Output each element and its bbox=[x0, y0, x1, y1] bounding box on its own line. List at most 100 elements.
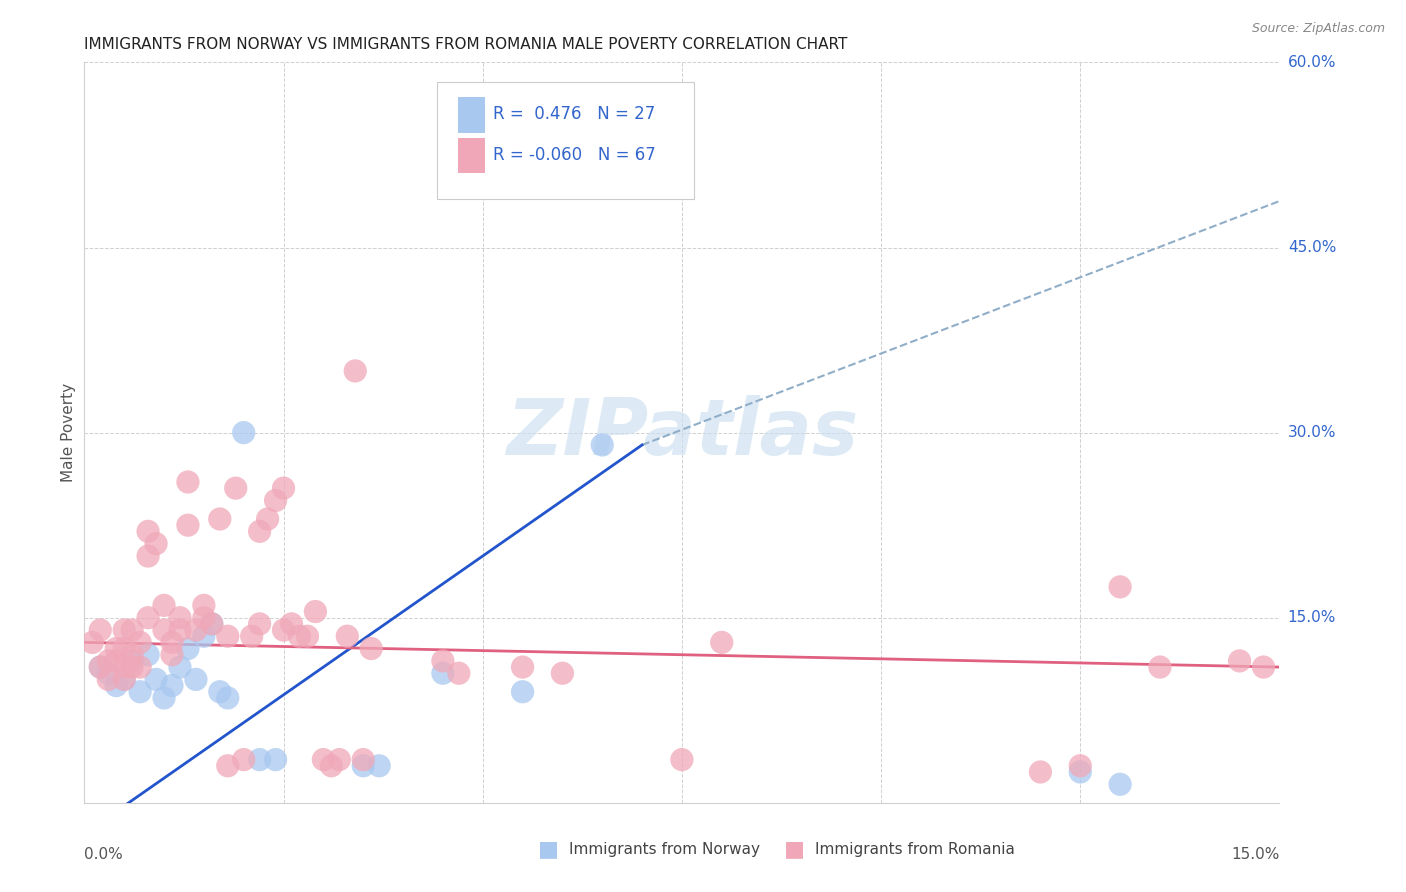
Point bbox=[328, 753, 350, 767]
Point bbox=[240, 629, 263, 643]
Point bbox=[193, 629, 215, 643]
Point bbox=[105, 654, 128, 668]
Point bbox=[112, 673, 135, 687]
Point bbox=[368, 758, 391, 772]
Point bbox=[1069, 764, 1091, 779]
Text: ■: ■ bbox=[538, 839, 558, 859]
Point bbox=[121, 654, 143, 668]
Text: ZIPatlas: ZIPatlas bbox=[506, 394, 858, 471]
Text: 30.0%: 30.0% bbox=[1288, 425, 1336, 440]
Point bbox=[551, 666, 574, 681]
Text: R = -0.060   N = 67: R = -0.060 N = 67 bbox=[494, 146, 655, 164]
Point bbox=[288, 629, 311, 643]
Point bbox=[136, 549, 159, 563]
Point bbox=[232, 753, 254, 767]
Point bbox=[512, 660, 534, 674]
Point bbox=[352, 758, 374, 772]
Point bbox=[360, 641, 382, 656]
Text: Immigrants from Romania: Immigrants from Romania bbox=[815, 842, 1015, 856]
Point bbox=[249, 753, 271, 767]
Point bbox=[177, 518, 200, 533]
Point bbox=[82, 635, 104, 649]
Point bbox=[432, 654, 454, 668]
Point bbox=[591, 438, 613, 452]
Text: 60.0%: 60.0% bbox=[1288, 55, 1336, 70]
Point bbox=[201, 616, 224, 631]
Text: Source: ZipAtlas.com: Source: ZipAtlas.com bbox=[1251, 22, 1385, 36]
Point bbox=[97, 666, 120, 681]
Point bbox=[208, 685, 231, 699]
Point bbox=[112, 673, 135, 687]
Point bbox=[249, 524, 271, 539]
Bar bbox=[458, 138, 485, 173]
Point bbox=[177, 475, 200, 489]
Point bbox=[136, 610, 159, 624]
Point bbox=[193, 610, 215, 624]
Point bbox=[1109, 777, 1132, 791]
Point bbox=[512, 685, 534, 699]
Point bbox=[160, 635, 183, 649]
Point bbox=[304, 605, 326, 619]
Point bbox=[112, 660, 135, 674]
Point bbox=[89, 660, 111, 674]
Point bbox=[264, 493, 287, 508]
Point bbox=[217, 758, 239, 772]
Point bbox=[153, 690, 176, 705]
Point bbox=[671, 753, 693, 767]
Point bbox=[217, 629, 239, 643]
Point bbox=[160, 679, 183, 693]
Point bbox=[136, 648, 159, 662]
Point bbox=[105, 641, 128, 656]
Point bbox=[256, 512, 278, 526]
Point bbox=[336, 629, 359, 643]
Point bbox=[121, 623, 143, 637]
Point bbox=[297, 629, 319, 643]
Point bbox=[89, 623, 111, 637]
Point bbox=[312, 753, 335, 767]
Point bbox=[1069, 758, 1091, 772]
Point bbox=[321, 758, 343, 772]
Point bbox=[232, 425, 254, 440]
Point bbox=[1029, 764, 1052, 779]
Point bbox=[145, 673, 167, 687]
Point bbox=[169, 623, 191, 637]
Point bbox=[89, 660, 111, 674]
FancyBboxPatch shape bbox=[437, 82, 695, 200]
Point bbox=[352, 753, 374, 767]
Text: 15.0%: 15.0% bbox=[1288, 610, 1336, 625]
Text: 45.0%: 45.0% bbox=[1288, 240, 1336, 255]
Point bbox=[153, 599, 176, 613]
Point bbox=[184, 673, 207, 687]
Text: IMMIGRANTS FROM NORWAY VS IMMIGRANTS FROM ROMANIA MALE POVERTY CORRELATION CHART: IMMIGRANTS FROM NORWAY VS IMMIGRANTS FRO… bbox=[84, 37, 848, 52]
Point bbox=[201, 616, 224, 631]
Text: 0.0%: 0.0% bbox=[84, 847, 124, 863]
Text: ■: ■ bbox=[785, 839, 804, 859]
Point bbox=[264, 753, 287, 767]
Point bbox=[1229, 654, 1251, 668]
Point bbox=[129, 685, 152, 699]
Point bbox=[280, 616, 302, 631]
Point bbox=[97, 654, 120, 668]
Point bbox=[112, 623, 135, 637]
Point bbox=[121, 648, 143, 662]
Point bbox=[432, 666, 454, 681]
Text: 15.0%: 15.0% bbox=[1232, 847, 1279, 863]
Point bbox=[153, 623, 176, 637]
Point bbox=[169, 660, 191, 674]
Y-axis label: Male Poverty: Male Poverty bbox=[60, 383, 76, 483]
Point bbox=[249, 616, 271, 631]
Point bbox=[177, 641, 200, 656]
Point bbox=[97, 673, 120, 687]
Point bbox=[169, 610, 191, 624]
Point bbox=[129, 635, 152, 649]
Point bbox=[225, 481, 247, 495]
Text: R =  0.476   N = 27: R = 0.476 N = 27 bbox=[494, 105, 655, 123]
Point bbox=[105, 679, 128, 693]
Point bbox=[136, 524, 159, 539]
Point bbox=[193, 599, 215, 613]
Point bbox=[447, 666, 470, 681]
Point bbox=[273, 481, 295, 495]
Point bbox=[344, 364, 367, 378]
Point bbox=[184, 623, 207, 637]
Point bbox=[145, 536, 167, 550]
